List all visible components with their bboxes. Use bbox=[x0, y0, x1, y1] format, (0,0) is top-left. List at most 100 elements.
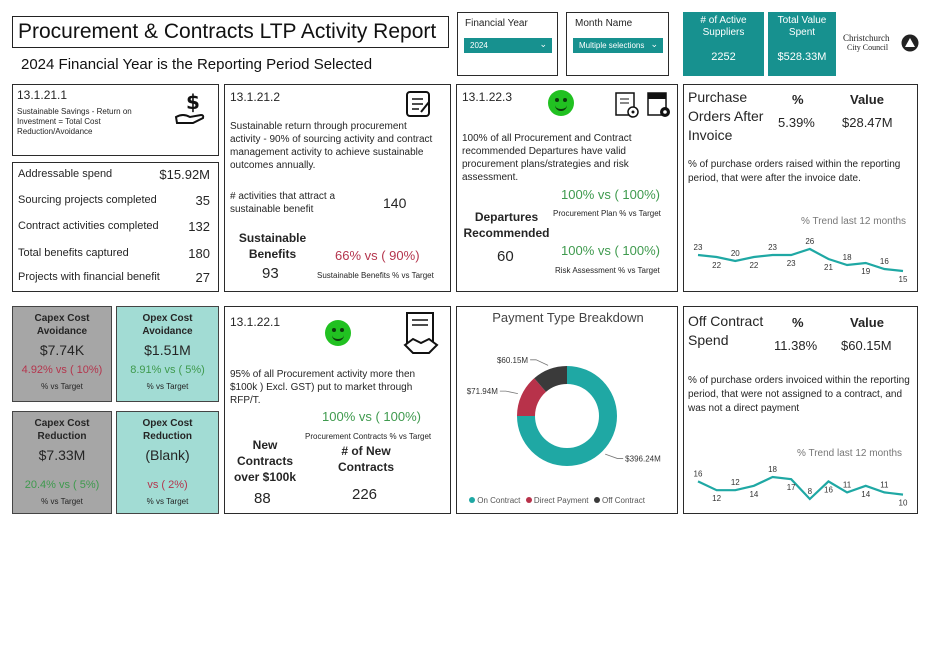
oc-trend-point-label: 11 bbox=[880, 480, 889, 489]
oc-trend-point-label: 14 bbox=[749, 490, 758, 499]
card-description: Sustainable return through procurement a… bbox=[230, 121, 433, 171]
stat-value: 180 bbox=[188, 246, 210, 261]
opex-avoidance-card: Opex Cost Avoidance $1.51M 8.91% vs ( 5%… bbox=[116, 306, 219, 402]
contracts-pct: 100% vs ( 100%) bbox=[322, 409, 421, 424]
activities-label: # activities that attract a sustainable … bbox=[230, 191, 336, 215]
stat-row: Addressable spend $15.92M bbox=[18, 167, 210, 182]
stat-value: 35 bbox=[195, 193, 210, 208]
departures-value: 60 bbox=[497, 248, 514, 265]
oc-trend-point-label: 17 bbox=[787, 483, 796, 492]
oc-description: % of purchase orders invoiced within the… bbox=[688, 375, 910, 414]
council-logo: Christchurch City Council bbox=[843, 34, 923, 56]
document-edit-icon bbox=[406, 91, 430, 117]
donut-slice-on-contract[interactable] bbox=[517, 366, 617, 466]
po-title: Purchase Orders After Invoice bbox=[688, 89, 764, 143]
financial-year-select[interactable]: 2024 ⌄ bbox=[464, 38, 552, 53]
oc-trend-point-label: 11 bbox=[843, 480, 852, 489]
payment-donut-chart: $396.24M $71.94M $60.15M bbox=[467, 356, 661, 466]
risk-pct: 100% vs ( 100%) bbox=[561, 243, 660, 258]
stat-value: 132 bbox=[188, 219, 210, 234]
oc-trend-point-label: 10 bbox=[899, 499, 908, 508]
capex-reduction-card: Capex Cost Reduction $7.33M 20.4% vs ( 5… bbox=[12, 411, 112, 514]
card-code: 13.1.21.2 bbox=[230, 90, 281, 104]
oc-value-label: Value bbox=[850, 315, 884, 330]
stat-row: Projects with financial benefit 27 bbox=[18, 270, 210, 285]
stat-label: Contract activities completed bbox=[18, 220, 159, 232]
legend-dot bbox=[469, 497, 475, 503]
po-trend-point-label: 19 bbox=[861, 267, 870, 276]
kpi-caption: % vs Target bbox=[146, 382, 189, 391]
po-pct: 5.39% bbox=[778, 115, 815, 130]
financial-year-label: Financial Year bbox=[465, 18, 528, 29]
month-name-select[interactable]: Multiple selections ⌄ bbox=[573, 38, 663, 53]
donut-slice-off-contract[interactable] bbox=[534, 366, 567, 392]
svg-text:$: $ bbox=[186, 90, 200, 114]
po-value: $28.47M bbox=[842, 115, 893, 130]
legend-label: On Contract bbox=[477, 496, 521, 505]
kpi-caption: % vs Target bbox=[146, 497, 189, 506]
risk-caption: Risk Assessment % vs Target bbox=[555, 266, 660, 275]
donut-slice-direct-payment[interactable] bbox=[517, 378, 547, 417]
donut-data-label: $71.94M bbox=[467, 387, 498, 396]
smiley-face-icon bbox=[325, 320, 351, 346]
stat-label: Addressable spend bbox=[18, 168, 113, 180]
stat-value: $15.92M bbox=[159, 167, 210, 182]
new-contracts-value: 88 bbox=[254, 490, 271, 507]
kpi-value: (Blank) bbox=[145, 447, 190, 463]
smiley-face-icon bbox=[548, 90, 574, 116]
card-13-1-21-2: 13.1.21.2 Sustainable return through pro… bbox=[224, 84, 451, 292]
card-code: 13.1.22.3 bbox=[462, 90, 513, 104]
report-subtitle: 2024 Financial Year is the Reporting Per… bbox=[21, 56, 373, 73]
donut-leader-line bbox=[499, 390, 518, 394]
month-name-filter: Month Name Multiple selections ⌄ bbox=[566, 12, 669, 76]
legend-dot bbox=[525, 497, 532, 503]
kpi-caption: % vs Target bbox=[41, 382, 83, 391]
stat-label: Total benefits captured bbox=[18, 247, 129, 259]
stat-label: Projects with financial benefit bbox=[18, 271, 160, 283]
oc-trend-point-label: 14 bbox=[861, 490, 870, 499]
chart-legend: On Contract Direct Payment Off Contract bbox=[469, 496, 645, 505]
purchase-orders-card: Purchase Orders After Invoice % Value 5.… bbox=[683, 84, 918, 292]
active-suppliers-label: # of Active Suppliers bbox=[700, 15, 747, 38]
oc-value: $60.15M bbox=[841, 338, 892, 353]
contracts-pct-caption: Procurement Contracts % vs Target bbox=[305, 432, 432, 441]
activities-value: 140 bbox=[383, 195, 407, 211]
kpi-value: $1.51M bbox=[144, 342, 191, 358]
oc-trend-point-label: 16 bbox=[694, 469, 703, 478]
oc-trend-point-label: 12 bbox=[731, 478, 740, 487]
po-value-label: Value bbox=[850, 92, 884, 107]
kpi-title: Capex Cost Reduction bbox=[34, 418, 90, 442]
po-trend-point-label: 20 bbox=[731, 249, 740, 258]
oc-trend-sparkline: 16 12 12 14 18 17 8 16 11 14 11 10 bbox=[694, 465, 908, 508]
financial-year-filter: Financial Year 2024 ⌄ bbox=[457, 12, 558, 76]
kpi-value: $7.33M bbox=[38, 447, 86, 463]
card-13-1-21-1: 13.1.21.1 Sustainable Savings - Return o… bbox=[12, 84, 219, 156]
capex-avoidance-card: Capex Cost Avoidance $7.74K 4.92% vs ( 1… bbox=[12, 306, 112, 402]
contract-handshake-icon bbox=[403, 312, 439, 354]
chevron-down-icon: ⌄ bbox=[650, 39, 658, 49]
card-description: 100% of all Procurement and Contract rec… bbox=[462, 133, 632, 183]
kpi-value: $7.74K bbox=[39, 342, 85, 358]
stat-row: Contract activities completed 132 bbox=[18, 219, 210, 234]
payment-type-card: Payment Type Breakdown $396.24M $71.94M $6… bbox=[456, 306, 678, 514]
card-description: 95% of all Procurement activity more the… bbox=[230, 369, 416, 406]
oc-trend-label: % Trend last 12 months bbox=[797, 448, 903, 459]
oc-trend-point-label: 12 bbox=[712, 494, 721, 503]
kpi-pct: vs ( 2%) bbox=[147, 479, 188, 491]
donut-data-label: $396.24M bbox=[625, 454, 661, 463]
donut-data-label: $60.15M bbox=[497, 356, 528, 365]
report-title: Procurement & Contracts LTP Activity Rep… bbox=[18, 20, 437, 43]
po-trend-sparkline: 23 22 20 22 23 23 26 21 18 19 16 15 bbox=[694, 237, 908, 283]
oc-trend-point-label: 18 bbox=[768, 465, 777, 474]
po-trend-point-label: 21 bbox=[824, 263, 833, 272]
oc-trend-point-label: 16 bbox=[824, 485, 833, 494]
po-trend-point-label: 23 bbox=[694, 243, 703, 252]
oc-pct: 11.38% bbox=[774, 338, 818, 353]
financial-year-value: 2024 bbox=[470, 41, 488, 50]
total-value-label: Total Value Spent bbox=[777, 15, 827, 38]
kpi-pct: 8.91% vs ( 5%) bbox=[130, 364, 205, 376]
count-contracts-value: 226 bbox=[352, 486, 378, 503]
po-trend-point-label: 23 bbox=[768, 243, 777, 252]
kpi-title: Capex Cost Avoidance bbox=[34, 313, 90, 337]
oc-trend-point-label: 8 bbox=[808, 487, 813, 496]
